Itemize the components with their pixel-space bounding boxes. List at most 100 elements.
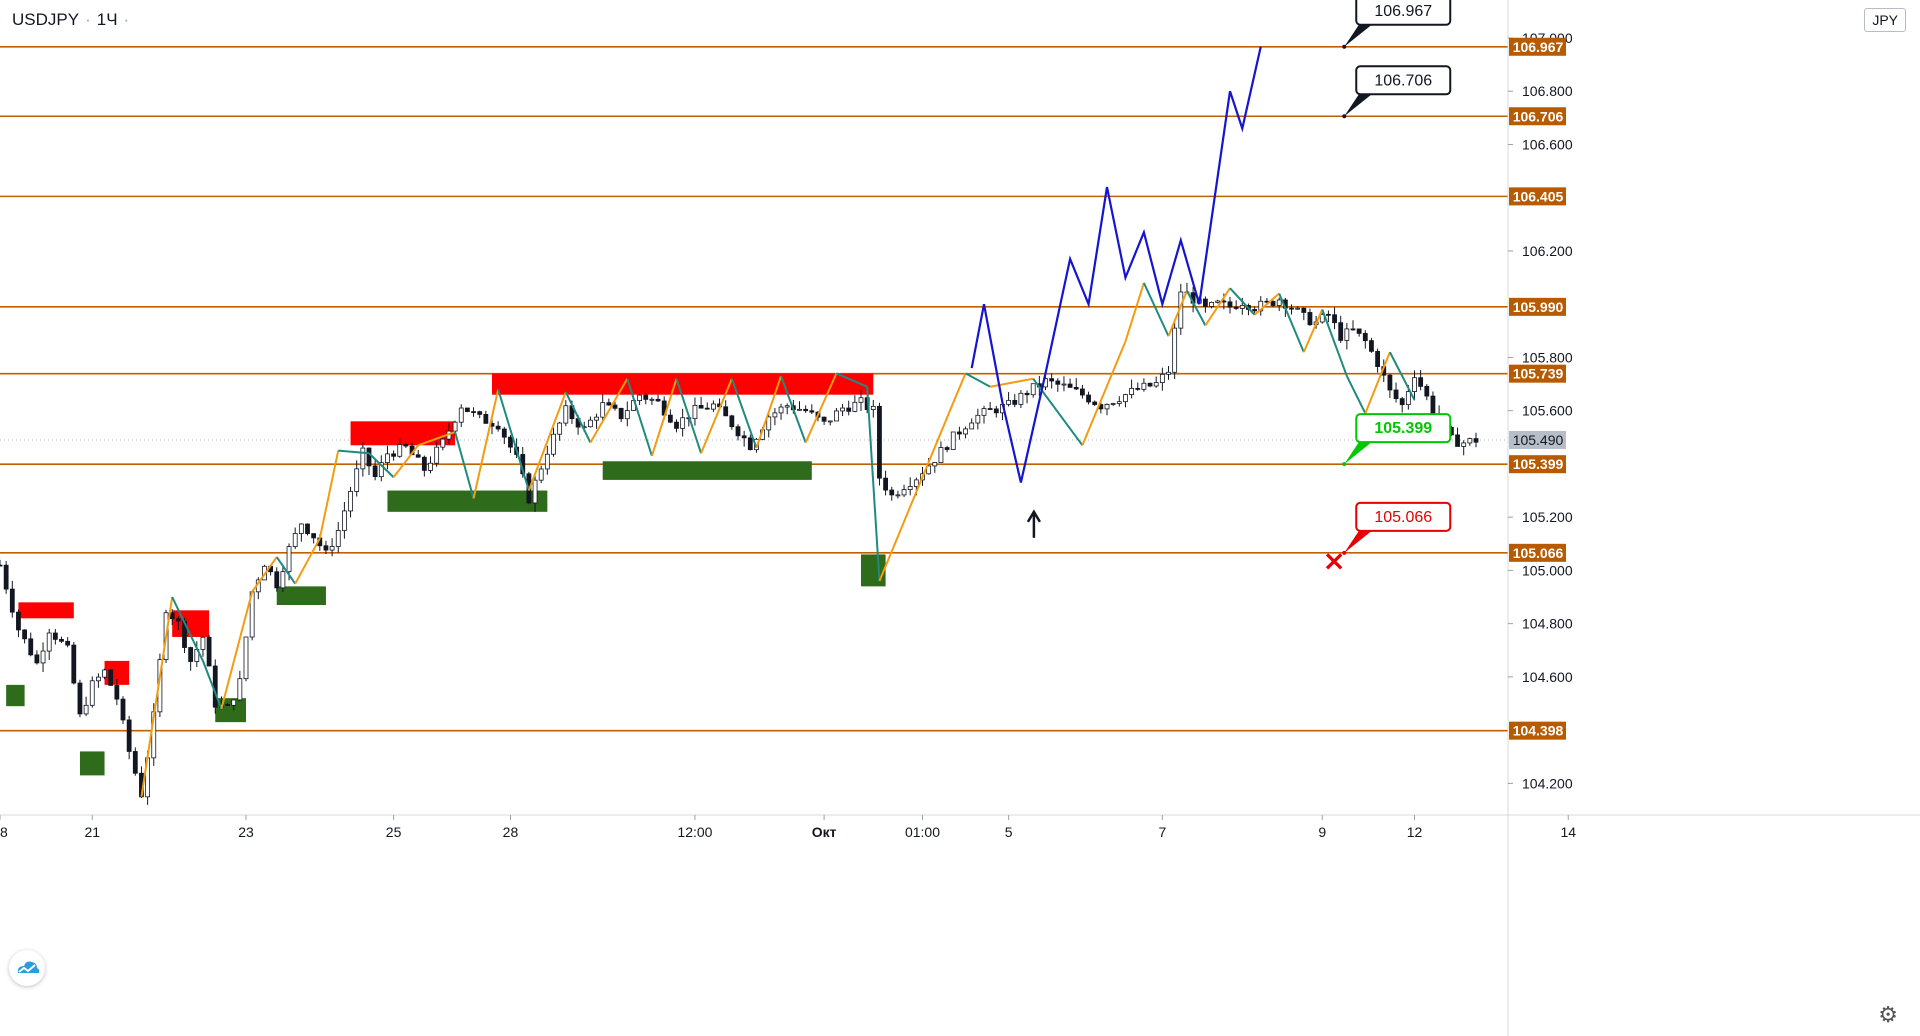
- price-zones: [6, 373, 886, 776]
- candle-body: [772, 412, 778, 418]
- zigzag-segment: [1278, 293, 1305, 353]
- candle-body: [557, 422, 563, 435]
- candle-body: [1116, 401, 1122, 404]
- supply-zone: [350, 421, 456, 446]
- candle-body: [852, 401, 858, 412]
- candle-body: [9, 588, 15, 613]
- candle-body: [77, 682, 83, 715]
- price-tick-label: 105.800: [1522, 349, 1573, 365]
- candle-body: [22, 629, 28, 640]
- candle-body: [1233, 306, 1239, 309]
- header-menu-dot[interactable]: ·: [123, 10, 130, 29]
- candle-body: [440, 438, 446, 448]
- candle-body: [237, 678, 243, 701]
- price-tick-label: 104.200: [1522, 775, 1573, 791]
- zigzag-segment: [202, 660, 223, 710]
- candle-body: [1055, 380, 1061, 385]
- zigzag-segment: [804, 373, 838, 444]
- price-tick-label: 104.600: [1522, 669, 1573, 685]
- candle-body: [723, 406, 729, 417]
- supply-zone: [172, 610, 210, 637]
- zigzag-segment: [454, 431, 475, 499]
- price-tick-label: 105.600: [1522, 403, 1573, 419]
- candle-body: [354, 468, 360, 492]
- zigzag-segment: [1229, 287, 1256, 316]
- candle-body: [680, 417, 686, 429]
- candle-body: [1270, 300, 1276, 306]
- candle-body: [938, 447, 944, 463]
- level-badge-label: 105.399: [1513, 456, 1564, 472]
- demand-zone: [276, 586, 326, 606]
- candle-body: [120, 698, 126, 721]
- candle-body: [1430, 395, 1436, 415]
- candle-body: [477, 411, 483, 415]
- level-badge-label: 105.739: [1513, 366, 1564, 382]
- candle-body: [1326, 313, 1331, 316]
- candle-body: [1104, 403, 1110, 410]
- candle-body: [1080, 388, 1085, 396]
- candle-body: [809, 410, 815, 413]
- candle-body: [544, 453, 550, 470]
- candle-body: [766, 416, 772, 431]
- candle-body: [901, 489, 907, 496]
- candle-body: [667, 414, 673, 423]
- candle-body: [1147, 382, 1153, 387]
- candle-body: [3, 564, 9, 590]
- candle-body: [83, 704, 89, 715]
- candle-body: [895, 494, 901, 497]
- candle-body: [323, 545, 329, 551]
- level-badge: [1509, 543, 1566, 562]
- zigzag-segment: [472, 389, 500, 499]
- demand-zone: [215, 698, 246, 723]
- candle-body: [274, 571, 280, 589]
- candle-body: [858, 397, 864, 403]
- callout-pointer: [1344, 440, 1375, 465]
- chart-annotations: 106.967 106.706 105.399 105.066 ×: [1026, 0, 1452, 577]
- zigzag-segment: [527, 391, 567, 491]
- candle-body: [1332, 314, 1337, 324]
- candle-body: [1203, 298, 1208, 307]
- candle-body: [1239, 305, 1245, 309]
- candle-body: [1110, 403, 1116, 405]
- candle-body: [643, 394, 649, 400]
- candle-body: [877, 405, 882, 479]
- zigzag-segment: [368, 452, 395, 478]
- candle-body: [840, 407, 845, 412]
- callout-anchor-dot: [1342, 44, 1347, 49]
- candle-body: [729, 415, 735, 428]
- forecast-path: [970, 46, 1262, 483]
- candle-body: [1129, 388, 1134, 395]
- candle-body: [200, 636, 206, 650]
- tradingview-logo[interactable]: [9, 950, 45, 986]
- symbol-header[interactable]: USDJPY · 1Ч ·: [12, 10, 135, 30]
- currency-button[interactable]: JPY: [1864, 8, 1906, 32]
- level-badge: [1509, 364, 1566, 383]
- candle-body: [225, 704, 230, 706]
- gear-icon[interactable]: ⚙: [1878, 1003, 1898, 1028]
- level-badge: [1509, 187, 1566, 206]
- candle-body: [698, 405, 704, 409]
- candle-body: [1399, 398, 1405, 406]
- candle-body: [704, 407, 710, 410]
- candle-body: [508, 436, 513, 448]
- callout-label: 106.967: [1374, 3, 1432, 20]
- time-tick-label: 23: [238, 824, 254, 840]
- candle-body: [372, 465, 378, 478]
- zigzag-segment: [251, 556, 278, 593]
- zigzag-segment: [140, 596, 174, 797]
- zigzag-segment: [1142, 282, 1170, 337]
- candle-body: [1049, 378, 1055, 382]
- zigzag-segment: [675, 378, 703, 454]
- candle-body: [827, 420, 833, 423]
- level-badge-label: 104.398: [1513, 723, 1564, 739]
- callout-box: [1355, 0, 1452, 26]
- candle-body: [188, 647, 194, 662]
- candle-body: [28, 638, 34, 656]
- price-axis: 104.200 104.600 104.800 105.000 105.200 105.6…: [1507, 0, 1573, 1036]
- header-separator: ·: [85, 10, 91, 29]
- candle-body: [428, 462, 433, 471]
- time-tick-label: Окт: [812, 824, 837, 840]
- candle-body: [913, 479, 919, 487]
- candle-body: [735, 426, 741, 437]
